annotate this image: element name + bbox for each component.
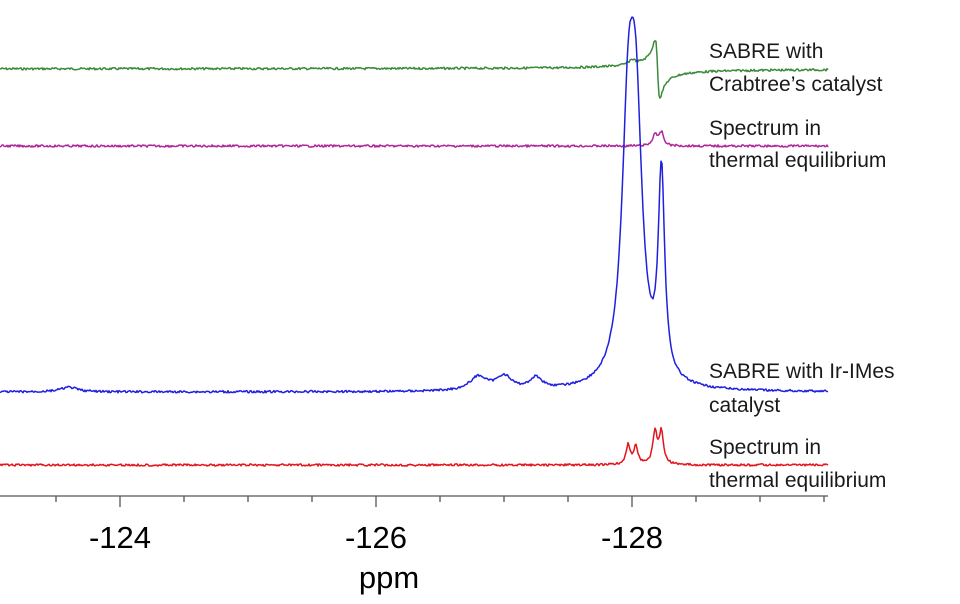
spectrum-trace-2 [0, 130, 829, 148]
spectrum-traces [0, 16, 829, 467]
spectrum-trace-4 [0, 426, 829, 467]
tick-label: -124 [89, 520, 151, 555]
trace-label-1-line-1: SABRE with [709, 40, 823, 63]
trace-label-3-line-2: catalyst [709, 394, 780, 417]
spectrum-trace-3 [0, 16, 829, 394]
trace-label-2-line-1: Spectrum in [709, 117, 821, 140]
spectrum-trace-1 [0, 40, 829, 99]
trace-label-2-line-2: thermal equilibrium [709, 149, 886, 172]
trace-labels: SABRE with Crabtree’s catalyst Spectrum in… [709, 40, 895, 492]
trace-label-4-line-2: thermal equilibrium [709, 469, 886, 492]
trace-label-4-line-1: Spectrum in [709, 436, 821, 459]
x-axis-ticks: -124 -126 -128 [55, 496, 825, 555]
x-axis: -124 -126 -128 ppm [0, 495, 828, 595]
tick-label: -126 [345, 520, 407, 555]
trace-label-3-line-1: SABRE with Ir-IMes [709, 360, 895, 383]
x-axis-title: ppm [359, 560, 419, 595]
tick-label: -128 [601, 520, 663, 555]
trace-label-1-line-2: Crabtree’s catalyst [709, 73, 883, 96]
